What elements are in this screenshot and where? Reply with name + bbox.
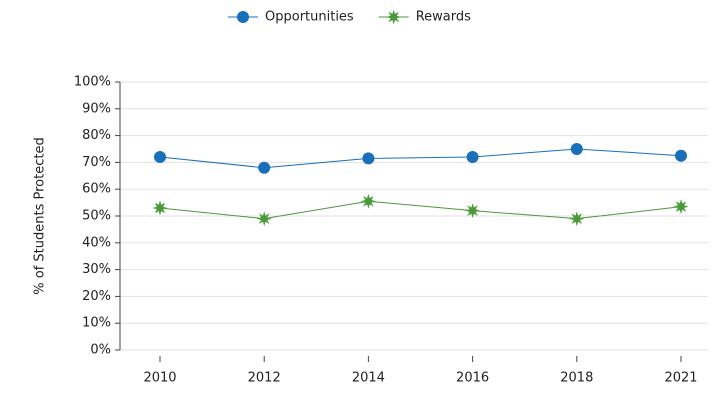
y-tick-label: 40% xyxy=(82,235,111,250)
legend-marker xyxy=(386,9,402,25)
x-tick-label: 2021 xyxy=(664,371,697,386)
legend-label: Opportunities xyxy=(265,10,354,25)
series-line xyxy=(159,200,682,220)
x-tick-label: 2012 xyxy=(248,371,281,386)
marker xyxy=(673,199,689,215)
y-tick-label: 0% xyxy=(90,343,111,358)
y-tick-label: 60% xyxy=(82,182,111,197)
x-tick-label: 2010 xyxy=(143,371,176,386)
y-tick-label: 10% xyxy=(82,316,111,331)
marker xyxy=(569,211,585,227)
y-tick-label: 30% xyxy=(82,262,111,277)
marker xyxy=(465,203,481,219)
x-tick-label: 2018 xyxy=(560,371,593,386)
y-axis-label: % of Students Protected xyxy=(33,137,48,294)
y-tick-label: 70% xyxy=(82,155,111,170)
marker xyxy=(258,161,271,174)
x-tick-label: 2016 xyxy=(456,371,489,386)
marker xyxy=(570,143,583,155)
marker xyxy=(675,149,687,162)
marker xyxy=(154,151,166,164)
legend-label: Rewards xyxy=(416,10,471,25)
marker xyxy=(466,151,479,164)
y-tick-label: 90% xyxy=(82,101,111,116)
marker xyxy=(256,211,272,227)
legend-marker xyxy=(237,11,249,23)
marker xyxy=(152,200,168,216)
marker xyxy=(360,193,376,209)
y-tick-label: 80% xyxy=(82,128,111,143)
marker xyxy=(362,152,375,165)
y-tick-label: 100% xyxy=(74,75,111,90)
y-tick-label: 50% xyxy=(82,209,111,224)
x-tick-label: 2014 xyxy=(352,371,385,386)
series-line xyxy=(159,148,682,169)
y-tick-label: 20% xyxy=(82,289,111,304)
